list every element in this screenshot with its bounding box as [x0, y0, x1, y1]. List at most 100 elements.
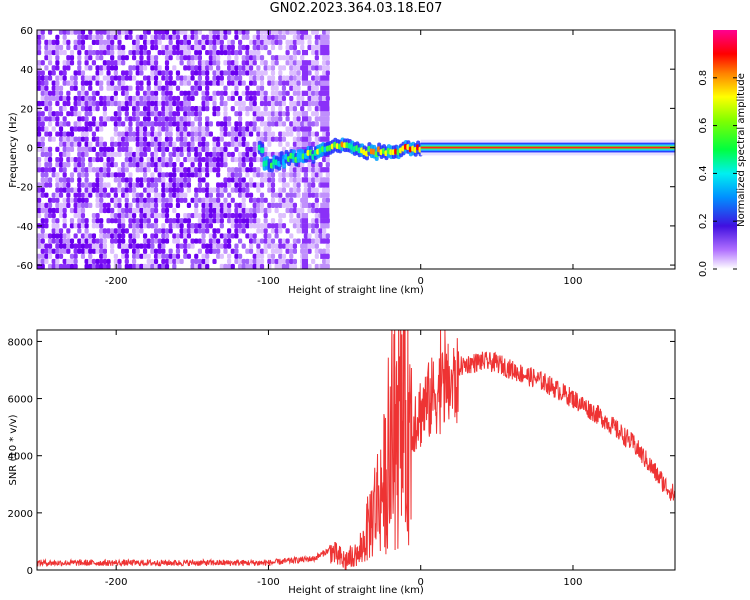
- spectrogram-cell: [157, 141, 162, 147]
- spectrogram-cell: [37, 192, 42, 198]
- spectrogram-cell: [197, 116, 202, 122]
- spectrogram-cell: [311, 121, 316, 127]
- spectrogram-cell: [51, 238, 56, 244]
- spectrogram-cell: [289, 202, 294, 208]
- spectrogram-cell: [252, 44, 257, 51]
- spectrogram-cell: [44, 192, 49, 198]
- spectrogram-cell: [219, 182, 224, 188]
- spectrogram-cell: [296, 207, 301, 214]
- spectrogram-cell: [66, 182, 71, 188]
- spectrogram-cell: [296, 90, 301, 96]
- spectrogram-cell: [102, 151, 107, 158]
- spectrogram-cell: [106, 162, 111, 168]
- spectrogram-cell: [230, 151, 235, 158]
- spectrogram-cell: [139, 202, 144, 208]
- spectrogram-cell: [47, 131, 53, 137]
- spectrogram-cell: [186, 90, 192, 96]
- spectrogram-cell: [320, 223, 330, 229]
- spectrogram-cell: [245, 131, 250, 137]
- spectrogram-cell: [51, 172, 56, 178]
- spectrogram-cell: [263, 197, 268, 203]
- spectrogram-cell: [292, 90, 298, 96]
- spectrogram-cell: [245, 156, 250, 163]
- spectrogram-cell: [161, 100, 166, 107]
- spectrogram-cell: [73, 106, 78, 112]
- spectrogram-cell: [281, 131, 287, 137]
- spectrogram-cell: [179, 182, 184, 188]
- spectrogram-cell: [47, 156, 53, 163]
- spectrogram-cell: [51, 39, 56, 45]
- spectrogram-cell: [252, 253, 257, 259]
- spectrogram-cell: [77, 212, 82, 219]
- spectrogram-cell: [219, 90, 224, 96]
- spectrogram-cell: [55, 111, 60, 117]
- spectrogram-cell: [135, 156, 140, 163]
- spectrogram-cell: [77, 55, 82, 61]
- spectrogram-cell: [259, 121, 265, 127]
- spectrogram-cell: [281, 182, 287, 188]
- spectrogram-cell: [292, 111, 298, 117]
- spectrogram-cell: [132, 238, 137, 244]
- spectrogram-cell: [267, 95, 272, 102]
- spectrogram-cell: [77, 238, 82, 244]
- spectrogram-cell: [146, 106, 151, 112]
- spectrogram-cell: [307, 126, 312, 132]
- spectrogram-cell: [51, 90, 56, 96]
- spectrogram-cell: [99, 202, 104, 208]
- spectrogram-cell: [102, 141, 107, 147]
- spectrogram-cell: [223, 212, 228, 219]
- spectrogram-cell: [186, 243, 192, 249]
- spectrogram-cell: [186, 218, 192, 224]
- spectrogram-cell: [212, 156, 217, 163]
- spectrogram-cell: [142, 65, 148, 71]
- spectrogram-cell: [205, 80, 210, 86]
- spectrogram-cell: [157, 172, 162, 178]
- spectrogram-cell: [40, 243, 45, 249]
- spectrogram-x-axis-label: Height of straight line (km): [288, 285, 424, 296]
- spectrogram-cell: [84, 146, 89, 152]
- spectrogram-cell: [301, 116, 309, 122]
- spectrogram-cell: [230, 65, 235, 71]
- spectrogram-cell: [55, 75, 60, 81]
- spectrogram-cell: [263, 218, 268, 224]
- spectrogram-cell: [106, 85, 111, 91]
- spectrogram-cell: [278, 136, 283, 142]
- spectrogram-cell: [245, 65, 250, 71]
- spectrogram-cell: [110, 39, 115, 45]
- spectrogram-cell: [102, 100, 107, 107]
- spectrogram-cell: [208, 95, 213, 102]
- spectrogram-cell: [80, 39, 86, 45]
- spectrogram-cell: [292, 70, 298, 76]
- spectrogram-cell: [106, 65, 111, 71]
- spectrogram-cell: [139, 55, 144, 61]
- spectrogram-cell: [245, 60, 250, 66]
- spectrogram-cell: [157, 85, 162, 91]
- spectrogram-cell: [62, 116, 67, 122]
- spectrogram-cell: [164, 212, 170, 219]
- spectrogram-cell: [183, 55, 188, 61]
- spectrogram-cell: [139, 197, 144, 203]
- spectrogram-cell: [95, 65, 100, 71]
- spectrogram-cell: [73, 243, 78, 249]
- spectrogram-cell: [47, 167, 53, 173]
- spectrogram-cell: [281, 100, 287, 107]
- spectrogram-cell: [263, 121, 268, 127]
- spectrogram-cell: [205, 212, 210, 219]
- spectrogram-cell: [69, 106, 75, 112]
- spectrogram-cell: [201, 243, 206, 249]
- spectrogram-cell: [201, 90, 206, 96]
- spectrogram-cell: [223, 30, 228, 35]
- spectrogram-cell: [194, 253, 199, 259]
- spectrogram-cell: [106, 202, 111, 208]
- spectrogram-cell: [278, 228, 283, 234]
- spectrogram-cell: [256, 263, 261, 269]
- spectrogram-cell: [62, 95, 67, 102]
- spectrogram-cell: [128, 177, 133, 183]
- spectrogram-cell: [102, 243, 107, 249]
- spectrogram-cell: [230, 233, 235, 239]
- spectrogram-cell: [274, 223, 279, 229]
- spectrogram-cell: [245, 106, 250, 112]
- spectrogram-cell: [248, 90, 254, 96]
- spectrogram-cell: [124, 156, 129, 163]
- spectrogram-cell: [139, 131, 144, 137]
